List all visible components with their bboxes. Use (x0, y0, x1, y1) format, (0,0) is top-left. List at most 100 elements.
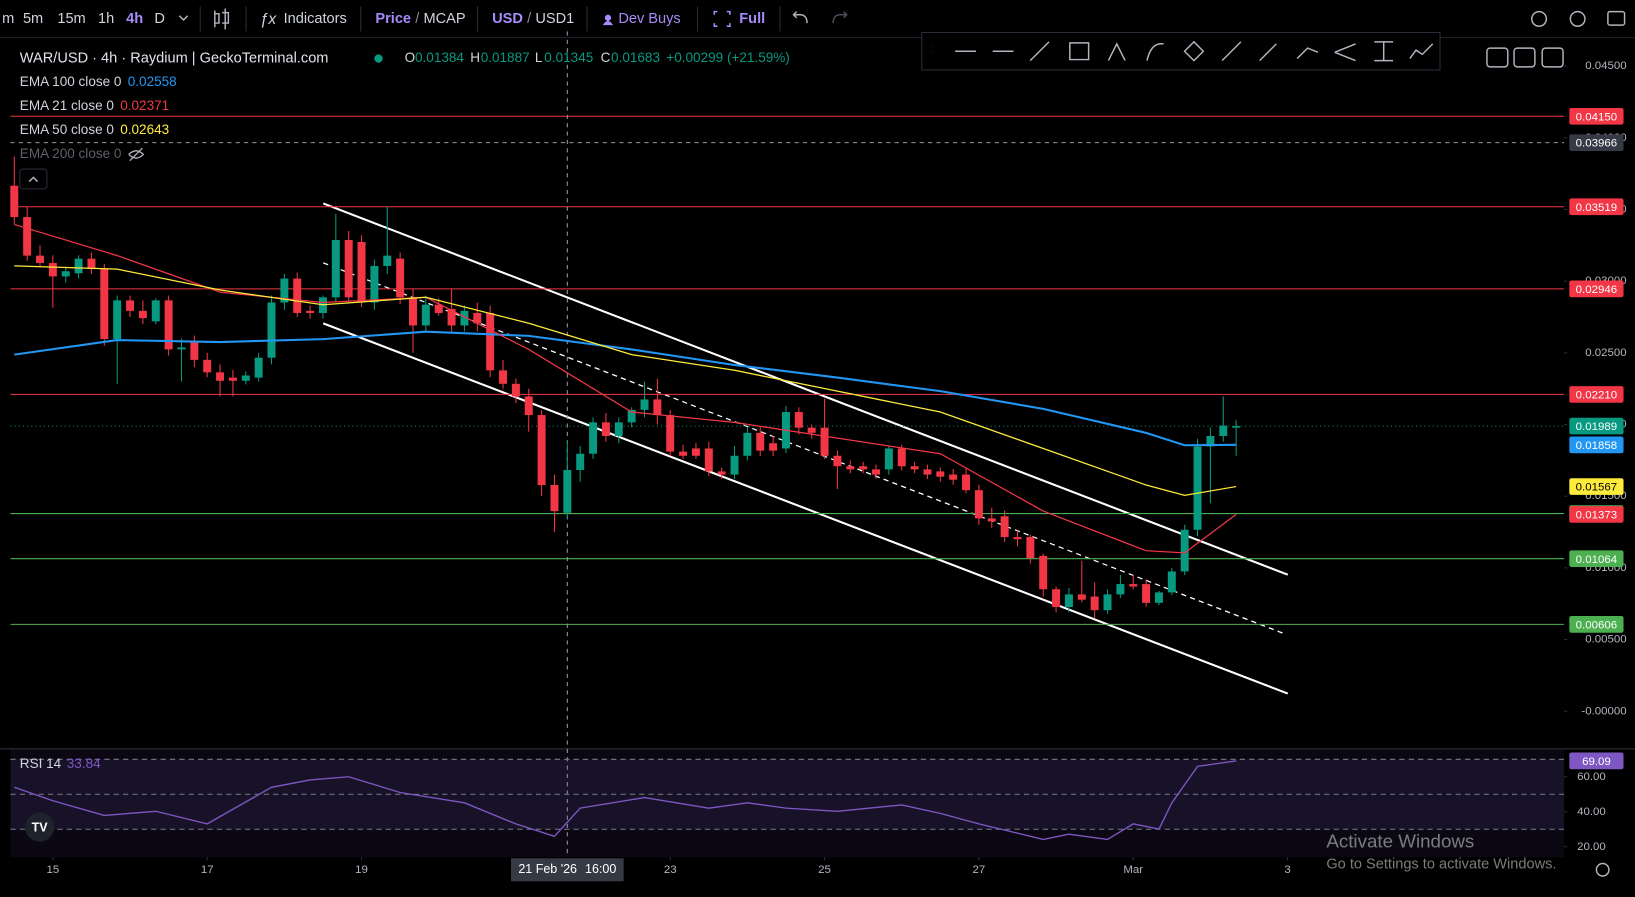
candle-body (203, 359, 212, 373)
x-tick-label: 17 (201, 864, 214, 876)
ema-line (14, 330, 1237, 447)
currency-usd1[interactable]: USD1 (535, 11, 574, 27)
candle-body (100, 269, 109, 340)
currency-usd[interactable]: USD (492, 11, 523, 27)
hidden-icon (128, 147, 145, 162)
interval[interactable]: 5m (23, 11, 43, 27)
indicator-legend: EMA 100 close 0 0.02558 EMA 21 close 0 0.02… (20, 74, 177, 162)
candle-body (769, 443, 778, 451)
candle-body (61, 271, 70, 277)
x-tick-label: Mar (1123, 864, 1143, 876)
ema-tag: 0.01567 (1576, 482, 1617, 494)
price-mode[interactable]: Price (375, 11, 411, 27)
mcap-mode[interactable]: MCAP (423, 11, 465, 27)
candle-body (897, 448, 906, 467)
candle-body (357, 242, 366, 303)
candle-body (23, 217, 32, 256)
chart-type[interactable] (214, 8, 230, 30)
candle-body (640, 399, 649, 410)
price-toggle[interactable]: Price / MCAP (375, 11, 465, 27)
level-tag: 0.00606 (1576, 619, 1617, 631)
candle-body (666, 415, 675, 452)
panes (0, 37, 1635, 858)
tool-button[interactable] (1513, 47, 1536, 68)
full-icon (713, 10, 731, 27)
logo-mark: TV (32, 820, 49, 834)
collapse-icon (28, 176, 39, 183)
candle-body (460, 310, 469, 326)
logo (25, 812, 55, 842)
currency-toggle[interactable]: USD / USD1 (492, 11, 574, 27)
candle-body (138, 310, 147, 319)
candle-body (280, 278, 289, 303)
candle-body (241, 375, 250, 381)
alert-icon[interactable] (1531, 10, 1548, 27)
undo[interactable] (792, 11, 808, 24)
interval[interactable]: D (154, 11, 165, 27)
candle-body (923, 469, 932, 475)
indicators-button[interactable]: Indicators (284, 11, 347, 27)
interval-active[interactable]: 4h (126, 11, 143, 27)
drag-handle[interactable] (931, 46, 938, 53)
change-label: +0.00299 (+21.59%) (666, 50, 790, 65)
candle-body (36, 255, 44, 263)
candle-body (434, 304, 443, 313)
candle-body (756, 432, 765, 451)
fx-icon[interactable]: ƒx (260, 11, 278, 28)
candle-body (730, 455, 739, 475)
interval[interactable]: 15m (57, 11, 85, 27)
crosshair-time: 16:00 (585, 862, 616, 876)
channel-upper (322, 202, 1289, 576)
interval-menu[interactable] (178, 15, 189, 21)
plot: 0.045000.040000.035000.030000.025000.020… (10, 31, 1627, 882)
drawing-toolbar (921, 31, 1564, 71)
indicator-name: EMA 21 close 0 (20, 98, 114, 113)
ohlc-letter: C (601, 50, 611, 65)
candle-body (87, 258, 96, 270)
candle-body (1013, 537, 1022, 540)
redo[interactable] (832, 11, 848, 24)
level-tag: 0.01989 (1576, 421, 1617, 433)
tool-button[interactable] (1486, 47, 1509, 68)
candle-body (859, 466, 868, 470)
ohlc-value: 0.01683 (611, 50, 660, 65)
ohlc-letter: L (535, 50, 543, 65)
candle-body (949, 474, 958, 480)
y-tick-label: -0.00000 (1581, 705, 1626, 717)
tool-button[interactable] (1541, 47, 1564, 68)
rsi-tick-label: 40.00 (1577, 806, 1606, 818)
level-tag-bg (1569, 616, 1624, 633)
collapse-legend[interactable] (19, 168, 48, 190)
candle-body (974, 490, 983, 519)
ema-tag: 0.01373 (1576, 509, 1617, 521)
screenshot-icon[interactable] (1607, 10, 1626, 26)
settings-icon[interactable] (1595, 862, 1610, 877)
indicator-name: EMA 100 close 0 (20, 74, 122, 89)
status-dot (374, 54, 383, 63)
settings-icon[interactable] (1569, 10, 1586, 27)
candle-body (383, 255, 392, 266)
drawing-tools[interactable] (955, 40, 1434, 62)
candle-body (190, 342, 199, 360)
ema-line (14, 223, 1237, 554)
rsi-tag: 69.09 (1582, 756, 1611, 768)
channel-lower (322, 322, 1289, 695)
candle-body (254, 357, 263, 378)
dev-buys-button[interactable]: Dev Buys (618, 11, 680, 27)
crosshair-tag-bg (1569, 134, 1624, 152)
candle-body (499, 370, 508, 384)
rsi-name: RSI 14 (20, 756, 62, 771)
interval[interactable]: 1h (98, 11, 114, 27)
full-button[interactable]: Full (739, 11, 765, 27)
level-tag-bg (1569, 107, 1624, 125)
level-tag: 0.01064 (1576, 554, 1618, 566)
level-tag: 0.02210 (1576, 389, 1617, 401)
candle-body (486, 312, 495, 371)
candle-body (704, 448, 713, 472)
candle-body (537, 415, 546, 486)
candle-body (126, 300, 135, 311)
level-tag-bg (1569, 550, 1624, 568)
interval[interactable]: m (2, 11, 14, 27)
